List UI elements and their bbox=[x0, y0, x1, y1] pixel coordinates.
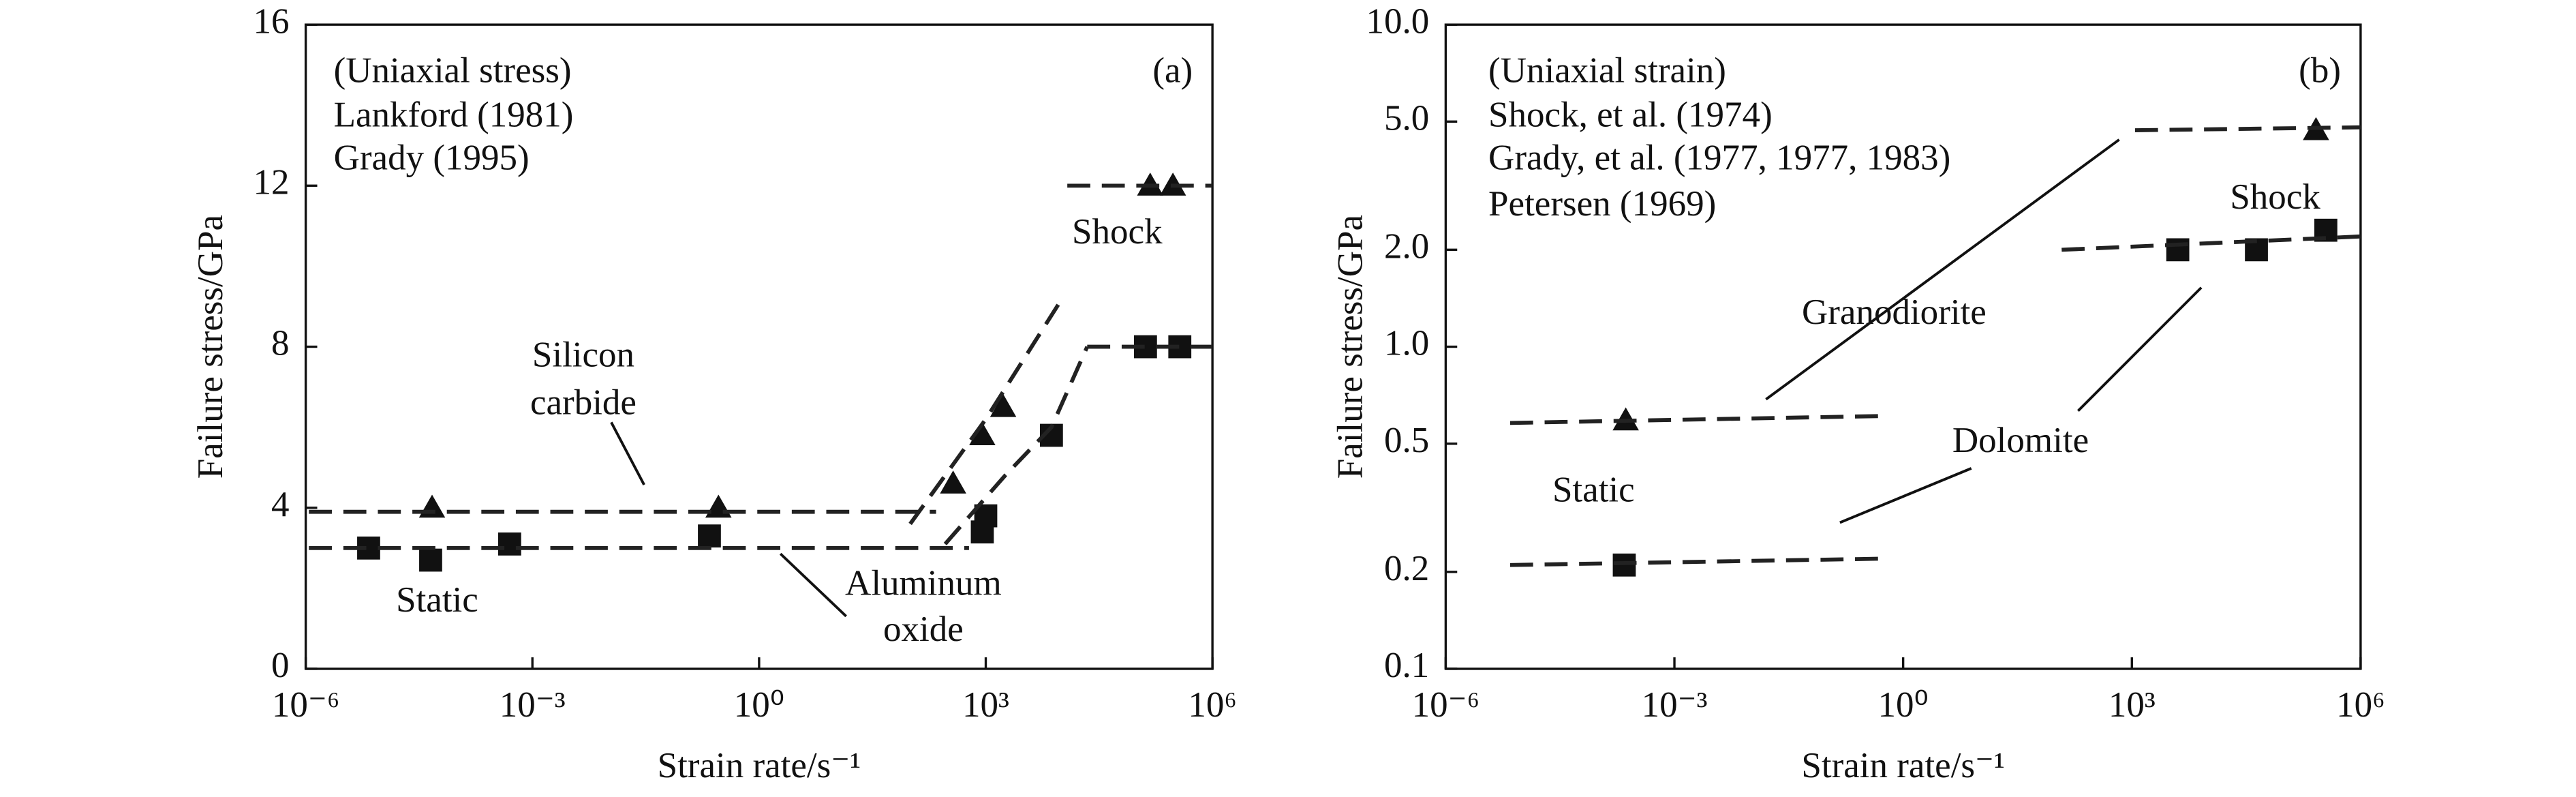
x-tick-label: 10⁰ bbox=[734, 685, 784, 725]
triangle-marker bbox=[418, 494, 446, 518]
annotation: Petersen (1969) bbox=[1488, 184, 1716, 224]
y-tick-label: 0.2 bbox=[1384, 549, 1429, 588]
annotation: oxide bbox=[883, 610, 964, 649]
square-marker bbox=[498, 532, 521, 556]
annotation: Dolomite bbox=[1952, 421, 2089, 460]
annotation: Shock, et al. (1974) bbox=[1488, 95, 1773, 135]
x-axis-label: Strain rate/s⁻¹ bbox=[1801, 746, 2005, 785]
annotation: Grady (1995) bbox=[334, 138, 530, 177]
annotation: Aluminum bbox=[845, 564, 1002, 603]
y-tick-label: 0 bbox=[271, 646, 290, 685]
triangle-marker bbox=[705, 494, 732, 518]
y-tick-label: 4 bbox=[271, 485, 290, 524]
x-tick-label: 10⁶ bbox=[1188, 685, 1237, 725]
annotation: Static bbox=[1552, 470, 1635, 509]
square-marker bbox=[698, 524, 721, 547]
x-axis-label: Strain rate/s⁻¹ bbox=[658, 746, 861, 785]
annotation: Lankford (1981) bbox=[334, 95, 574, 135]
x-tick-label: 10⁻³ bbox=[1642, 685, 1708, 725]
y-tick-label: 8 bbox=[271, 324, 290, 363]
x-tick-label: 10⁻³ bbox=[500, 685, 566, 725]
annotation: carbide bbox=[530, 383, 637, 423]
y-axis-label: Failure stress/GPa bbox=[191, 215, 230, 479]
y-tick-label: 2.0 bbox=[1384, 227, 1429, 267]
panel-label: (b) bbox=[2299, 51, 2341, 91]
annotation: Grady, et al. (1977, 1977, 1983) bbox=[1488, 138, 1950, 177]
annotation: Granodiorite bbox=[1802, 292, 1987, 332]
annotation: Static bbox=[396, 580, 478, 620]
y-tick-label: 10.0 bbox=[1366, 1, 1430, 41]
annotation: (Uniaxial stress) bbox=[334, 51, 572, 91]
fit-line bbox=[943, 346, 1089, 545]
x-tick-label: 10⁻⁶ bbox=[1412, 685, 1479, 725]
triangle-marker bbox=[990, 393, 1017, 417]
square-marker bbox=[419, 548, 442, 572]
fit-line bbox=[908, 301, 1062, 526]
x-tick-label: 10⁻⁶ bbox=[272, 685, 339, 725]
leader-line bbox=[779, 552, 847, 618]
y-tick-label: 0.1 bbox=[1384, 646, 1429, 685]
triangle-marker bbox=[940, 470, 966, 494]
panel-label: (a) bbox=[1152, 51, 1193, 91]
x-tick-label: 10⁰ bbox=[1878, 685, 1929, 725]
y-tick-label: 5.0 bbox=[1384, 99, 1429, 138]
leader-line bbox=[1839, 467, 1972, 524]
fit-line bbox=[2134, 125, 2361, 132]
fit-line bbox=[2061, 234, 2361, 252]
x-tick-label: 10³ bbox=[962, 685, 1009, 725]
x-tick-label: 10⁶ bbox=[2336, 685, 2385, 725]
leader-line bbox=[610, 421, 645, 485]
triangle-marker bbox=[969, 422, 996, 445]
square-marker bbox=[2166, 238, 2190, 262]
y-tick-label: 1.0 bbox=[1384, 324, 1429, 363]
annotation: (Uniaxial strain) bbox=[1488, 51, 1726, 91]
y-tick-label: 0.5 bbox=[1384, 421, 1429, 460]
leader-line bbox=[1765, 138, 2120, 401]
fit-line bbox=[1509, 556, 1890, 567]
y-tick-label: 12 bbox=[254, 163, 290, 202]
leader-line bbox=[2076, 286, 2203, 412]
annotation: Shock bbox=[1072, 212, 1163, 252]
fit-line bbox=[1509, 414, 1890, 425]
leader-lines bbox=[610, 138, 2203, 618]
y-axis-label: Failure stress/GPa bbox=[1331, 215, 1370, 479]
annotation: Shock bbox=[2230, 177, 2320, 217]
annotation: Silicon bbox=[532, 335, 634, 375]
y-tick-label: 16 bbox=[254, 1, 290, 41]
x-tick-label: 10³ bbox=[2109, 685, 2156, 725]
